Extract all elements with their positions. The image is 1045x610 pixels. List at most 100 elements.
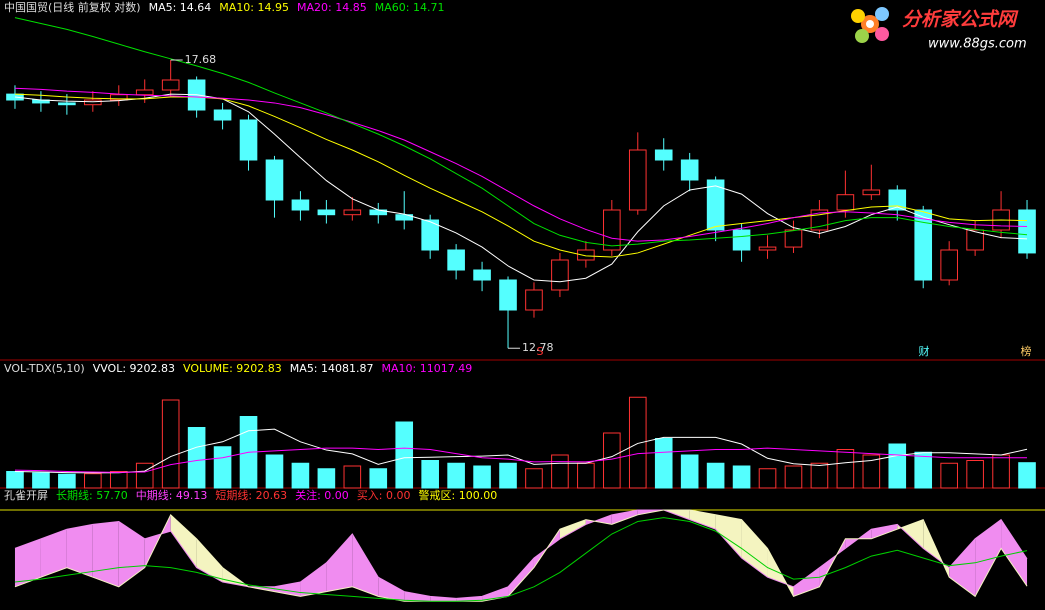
volume-bar [525, 468, 543, 489]
candle-body [628, 149, 647, 211]
volume-bar [551, 454, 569, 489]
legend-entry: 中期线: 49.13 [136, 488, 208, 502]
volume-bar [135, 462, 154, 489]
candle-body [914, 209, 933, 281]
band-fill [689, 510, 716, 530]
logo-name: 分析家公式网 [902, 9, 1019, 31]
volume-bar [940, 462, 958, 489]
legend-entry: MA60: 14.71 [375, 1, 445, 14]
volume-bar [187, 427, 206, 489]
candle-body [862, 189, 881, 196]
band-fill [559, 519, 586, 539]
price-annotation: 17.68 [185, 53, 217, 66]
volume-bar [265, 454, 284, 489]
panel-title: 孔雀开屏 [4, 489, 48, 502]
legend-entry: 关注: 0.00 [295, 488, 349, 502]
legend-entry: 买入: 0.00 [357, 489, 411, 502]
ma-line [14, 87, 1028, 242]
candle-body [291, 199, 310, 211]
volume-bar [84, 473, 102, 489]
candle-body [654, 149, 673, 161]
volume-bar [992, 454, 1010, 489]
volume-bar [343, 465, 362, 489]
volume-bar [628, 396, 647, 489]
candle-body [499, 279, 517, 311]
volume-bar [888, 443, 907, 489]
panel-title: 中国国贸(日线 前复权 对数) [4, 0, 141, 14]
candle-body [1018, 209, 1036, 254]
band-fill [430, 596, 457, 602]
legend-entry: VVOL: 9202.83 [93, 362, 175, 375]
panel-title: VOL-TDX(5,10) [4, 362, 85, 375]
band-fill [118, 521, 145, 587]
candle-body [161, 79, 180, 91]
volume-bar [966, 460, 984, 489]
volume-ma-line [14, 428, 1028, 474]
legend-entry: VOLUME: 9202.83 [183, 362, 282, 375]
band-fill [871, 524, 898, 539]
volume-bar [732, 465, 751, 489]
candle-body [784, 229, 803, 248]
candle-body [421, 219, 439, 251]
candle-body [758, 246, 777, 251]
candle-body [966, 229, 984, 251]
candle-body [343, 209, 362, 216]
candle-body [551, 259, 569, 291]
legend-entry: 短期线: 20.63 [215, 488, 287, 502]
candle-body [213, 109, 232, 121]
candle-body [84, 99, 102, 106]
candle-body [577, 249, 595, 261]
band-fill [793, 567, 820, 597]
candle-body [836, 194, 855, 211]
band-fill [897, 519, 924, 549]
volume-bar [32, 472, 50, 489]
band-fill [14, 538, 41, 587]
ma-line [14, 17, 1028, 247]
marker: 榜 [1021, 344, 1032, 358]
volume-bar [421, 460, 439, 489]
volume-bar [836, 449, 855, 489]
candle-body [58, 102, 76, 106]
band-fill [352, 534, 379, 597]
volume-bar [6, 471, 24, 489]
volume-bar [317, 468, 336, 489]
candle-body [680, 159, 699, 181]
candle-body [447, 249, 465, 271]
legend-entry: MA20: 14.85 [297, 1, 367, 14]
candle-body [940, 249, 958, 281]
band-fill [300, 562, 327, 597]
volume-bar [577, 462, 595, 489]
candle-body [888, 189, 907, 211]
logo-url: www.88gs.com [928, 37, 1027, 52]
legend-entry: 警戒区: 100.00 [419, 488, 498, 502]
band-fill [66, 524, 93, 578]
volume-bar [784, 465, 803, 489]
legend-entry: MA5: 14.64 [149, 1, 212, 14]
band-fill [949, 538, 976, 597]
candle-body [317, 209, 336, 216]
marker: 财 [919, 344, 930, 358]
band-fill [715, 514, 742, 558]
long-line [14, 517, 1028, 602]
band-fill [92, 521, 119, 587]
short-line [14, 509, 1028, 602]
volume-bar [109, 471, 128, 489]
volume-bar [914, 451, 933, 489]
volume-bar [369, 468, 388, 489]
candle-body [473, 269, 491, 281]
candle-body [732, 229, 751, 251]
band-fill [40, 529, 67, 578]
candle-body [525, 289, 543, 311]
panel-header: VOL-TDX(5,10) VVOL: 9202.83 VOLUME: 9202.8… [4, 362, 472, 375]
candle-body [706, 179, 725, 231]
band-fill [326, 534, 353, 592]
volume-ma-line [14, 447, 1028, 473]
volume-bar [213, 446, 232, 489]
candle-body [603, 209, 621, 251]
volume-bar [161, 399, 180, 489]
price-annotation: 12.78 [522, 341, 554, 354]
volume-bar [862, 454, 881, 489]
volume-bar [58, 473, 76, 489]
band-fill [508, 558, 534, 597]
